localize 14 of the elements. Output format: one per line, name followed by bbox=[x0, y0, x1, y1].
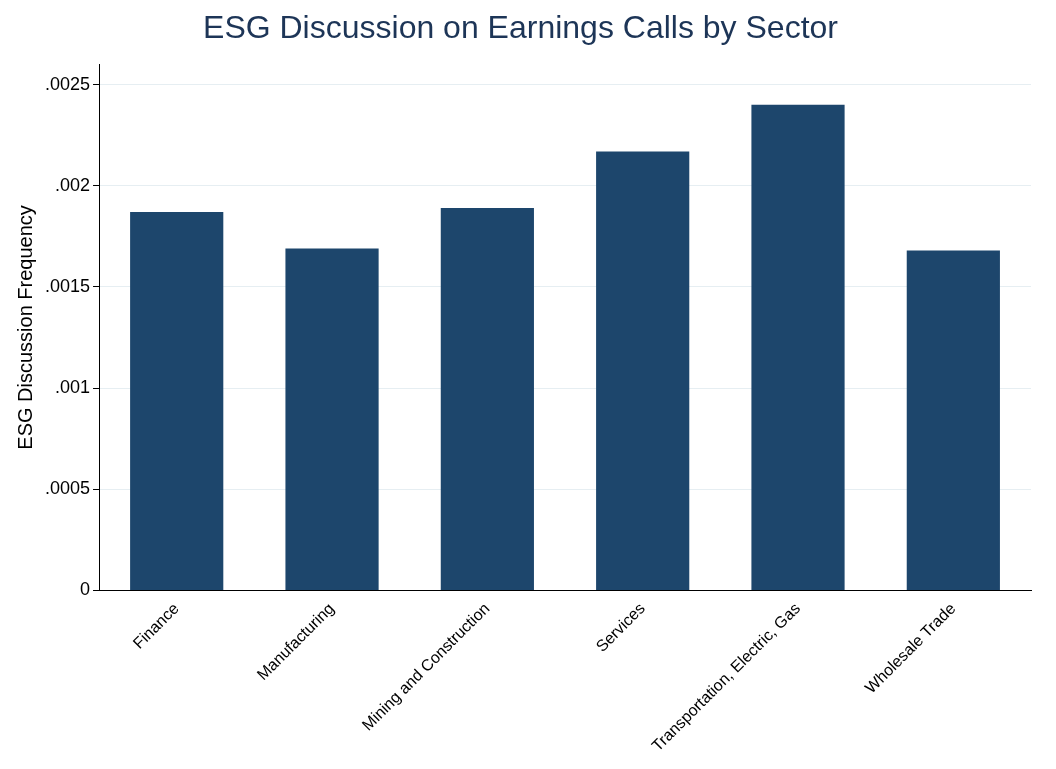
chart-title: ESG Discussion on Earnings Calls by Sector bbox=[203, 9, 839, 46]
bar bbox=[596, 151, 690, 590]
y-tick-label: .002 bbox=[55, 174, 91, 195]
y-tick-label: .0005 bbox=[45, 478, 91, 499]
y-axis-title: ESG Discussion Frequency bbox=[13, 205, 36, 450]
y-tick-label: 0 bbox=[80, 579, 91, 600]
y-tick-label: .001 bbox=[55, 377, 91, 398]
bar bbox=[285, 248, 379, 590]
y-tick-label: .0025 bbox=[45, 73, 91, 94]
bar bbox=[130, 212, 224, 590]
bar bbox=[751, 104, 845, 590]
bar bbox=[906, 250, 1000, 590]
y-tick-label: .0015 bbox=[45, 275, 91, 296]
bar bbox=[440, 208, 534, 590]
